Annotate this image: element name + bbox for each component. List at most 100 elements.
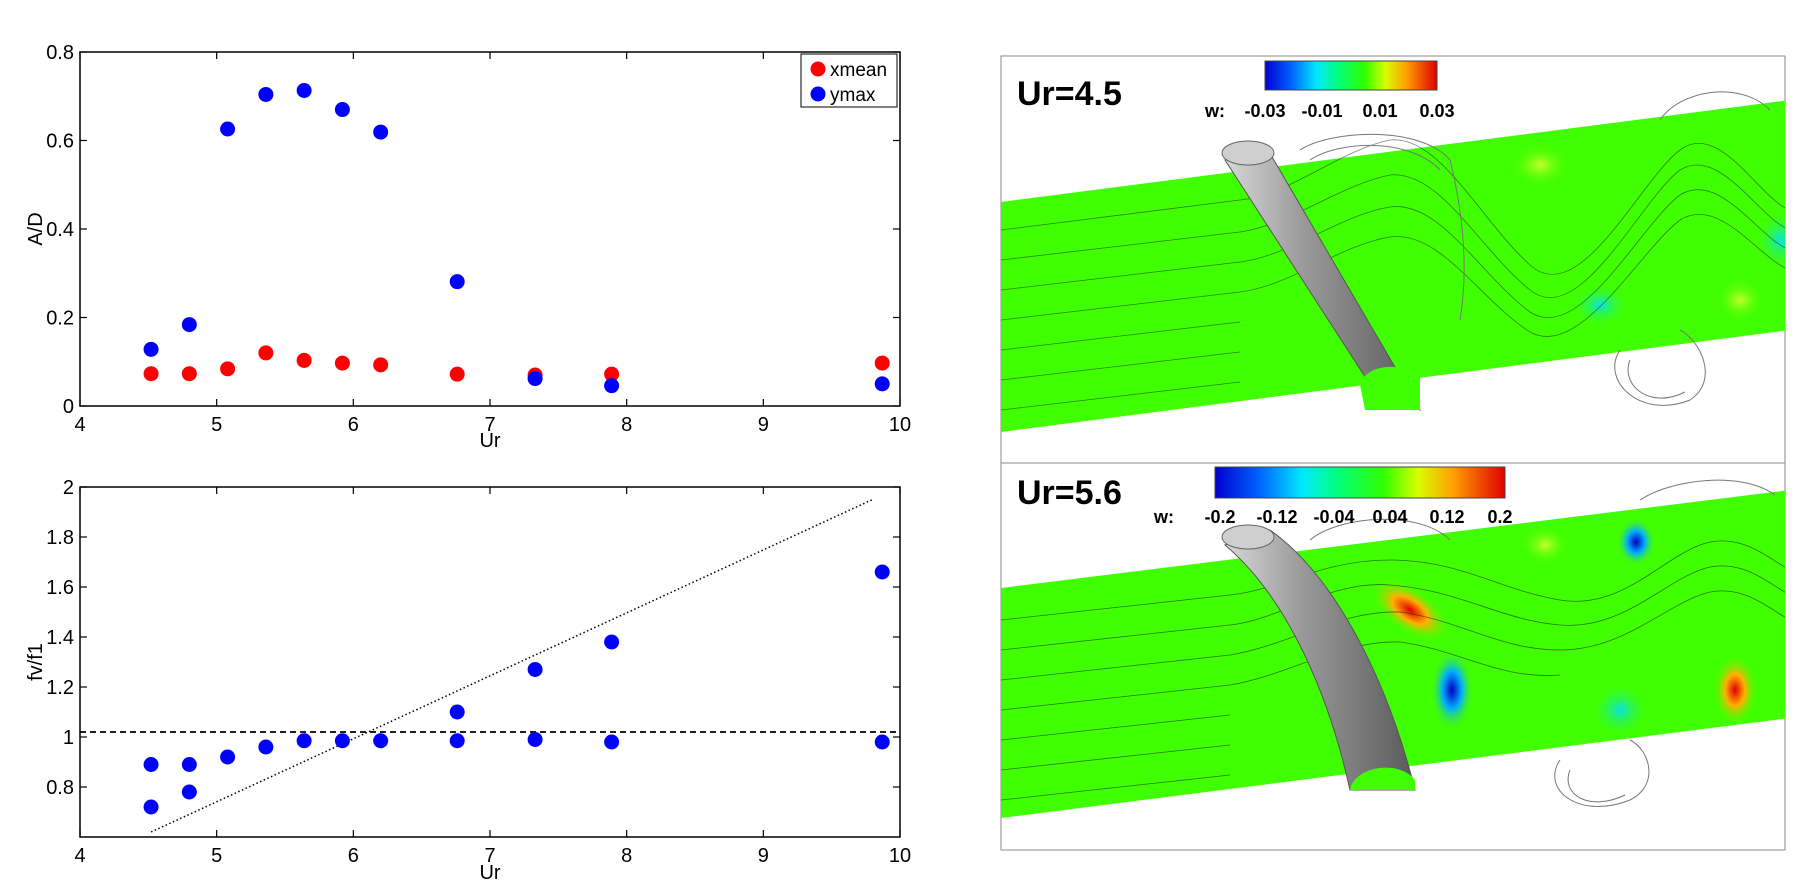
contour-yellow-patch — [1510, 143, 1570, 187]
series-0-point — [874, 734, 890, 750]
contour-blue-patch — [1430, 648, 1474, 732]
series-0-point — [220, 749, 236, 765]
colorbar-tick: 0.04 — [1372, 507, 1407, 527]
x-tick-label: 9 — [758, 845, 769, 867]
x-axis-ticks: 4 5 6 7 8 9 10 — [74, 487, 911, 867]
x-axis-label: Ur — [479, 430, 500, 452]
colorbar-tick: -0.03 — [1244, 101, 1285, 121]
x-tick-label: 6 — [348, 845, 359, 867]
x-tick-label: 5 — [211, 414, 222, 436]
ymax-point — [334, 102, 350, 118]
series-0-point — [143, 757, 159, 772]
dotted-reference-line — [150, 498, 873, 833]
xmean-point — [181, 366, 197, 382]
panel-label: Ur=4.5 — [1017, 75, 1122, 113]
plot-frame — [79, 486, 901, 838]
y-tick-label: 0.4 — [46, 219, 74, 241]
series-0-point — [143, 799, 159, 815]
colorbar: w: -0.2 -0.12 -0.04 0.04 0.12 0.2 — [1153, 466, 1513, 527]
data-points — [143, 564, 890, 815]
x-tick-label: 8 — [621, 414, 632, 436]
series-0-point — [449, 704, 465, 720]
wake-loops — [1299, 91, 1771, 406]
series-0-point — [258, 739, 274, 755]
y-tick-label: 1.2 — [46, 677, 74, 699]
xmean-point — [143, 366, 159, 382]
ymax-point — [296, 82, 312, 98]
ymax-point — [258, 86, 274, 102]
series-0-point — [527, 732, 543, 747]
flow-panel-ur45: Ur=4.5 w: -0.03 -0.01 0.01 0.03 — [1000, 60, 1785, 432]
series-0-point — [181, 757, 197, 772]
ymax-point — [373, 124, 389, 140]
colorbar-tick: -0.12 — [1256, 507, 1297, 527]
x-tick-label: 8 — [621, 845, 632, 867]
x-tick-label: 6 — [348, 414, 359, 436]
series-0-point — [181, 784, 197, 800]
colorbar-tick: -0.01 — [1301, 101, 1342, 121]
colorbar-prefix: w: — [1153, 507, 1174, 527]
x-tick-label: 5 — [211, 845, 222, 867]
xmean-point — [334, 355, 350, 371]
colorbar-tick: 0.03 — [1419, 101, 1454, 121]
x-tick-label: 4 — [74, 414, 85, 436]
plot-frame — [79, 51, 901, 407]
y-tick-label: 0 — [63, 396, 74, 418]
contour-red-patch — [1371, 578, 1449, 642]
cylinder-ur56 — [1221, 524, 1416, 791]
colorbar-tick: -0.2 — [1204, 507, 1235, 527]
velocity-contour-plane — [1001, 490, 1785, 818]
y-tick-label: 0.2 — [46, 308, 74, 330]
contour-cyan-patch — [1755, 210, 1785, 270]
ymax-point — [143, 341, 159, 357]
legend: xmean ymax — [800, 53, 898, 108]
y-tick-label: 0.8 — [46, 777, 74, 799]
legend-label-xmean: xmean — [830, 60, 887, 81]
xmean-point — [449, 366, 465, 382]
colorbar-scale — [1214, 466, 1506, 499]
xmean-point — [874, 355, 890, 371]
frequency-chart: 0.8 1 1.2 1.4 1.6 1.8 2 4 5 6 7 8 9 10 Ur fv/f1 — [25, 477, 911, 884]
ymax-point — [449, 274, 465, 290]
x-tick-label: 7 — [484, 845, 495, 867]
x-tick-label: 10 — [889, 414, 911, 436]
y-tick-label: 1.6 — [46, 577, 74, 599]
x-tick-label: 4 — [74, 845, 85, 867]
y-tick-label: 2 — [63, 477, 74, 499]
series-0-point — [449, 733, 465, 749]
x-tick-label: 10 — [889, 845, 911, 867]
y-tick-label: 1.8 — [46, 527, 74, 549]
wake-loops — [1309, 479, 1776, 807]
y-tick-label: 1 — [63, 727, 74, 749]
colorbar-tick: -0.04 — [1313, 507, 1354, 527]
series-0-point — [874, 564, 890, 580]
x-tick-label: 7 — [484, 414, 495, 436]
series-0-point — [527, 662, 543, 677]
y-axis-label: fv/f1 — [25, 643, 47, 681]
velocity-contour-plane — [1001, 100, 1785, 432]
x-axis-label: Ur — [479, 862, 500, 884]
series-0-point — [373, 733, 389, 749]
flow-visualization: Ur=4.5 w: -0.03 -0.01 0.01 0.03 — [1000, 55, 1786, 851]
series-0-point — [604, 734, 620, 750]
reference-lines — [80, 498, 900, 833]
panel-label: Ur=5.6 — [1017, 474, 1122, 512]
legend-marker-xmean — [810, 61, 826, 77]
colorbar: w: -0.03 -0.01 0.01 0.03 — [1204, 60, 1455, 121]
y-tick-label: 0.8 — [46, 42, 74, 64]
contour-cyan-patch — [1570, 283, 1630, 327]
flow-panel-ur56: Ur=5.6 w: -0.2 -0.12 -0.04 0.04 0.12 0.2 — [1000, 466, 1785, 818]
ymax-point — [220, 121, 236, 137]
series-0-point — [296, 733, 312, 749]
ymax-point — [604, 378, 620, 394]
streamlines — [1000, 139, 1785, 411]
x-tick-label: 9 — [758, 414, 769, 436]
contour-blue-patch — [1616, 517, 1656, 567]
colorbar-tick: 0.01 — [1362, 101, 1397, 121]
contour-yellow-patch — [1715, 278, 1765, 322]
y-axis-label: A/D — [25, 212, 47, 245]
y-tick-label: 0.6 — [46, 131, 74, 153]
series-0-point — [604, 634, 620, 650]
xmean-point — [373, 357, 389, 373]
